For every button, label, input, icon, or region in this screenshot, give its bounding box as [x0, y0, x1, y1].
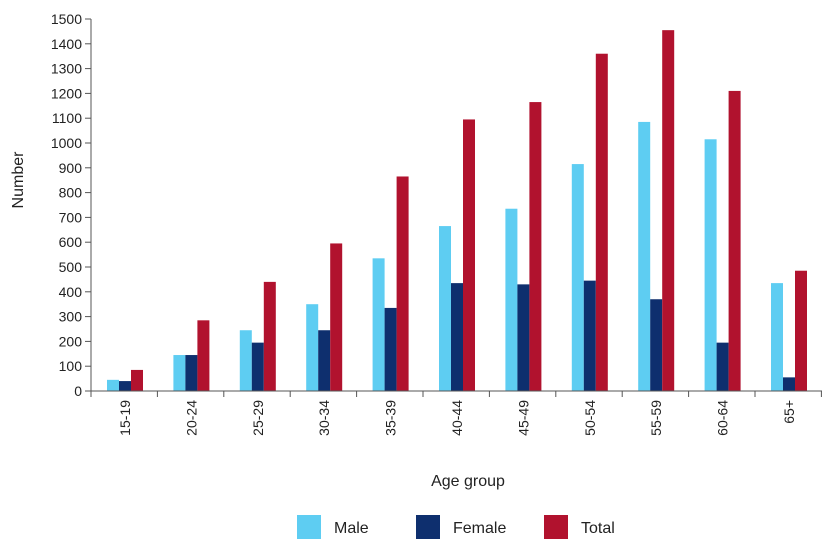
y-tick-label: 0: [74, 383, 82, 399]
y-tick-label: 800: [59, 185, 83, 201]
bar-female-15-19: [119, 381, 131, 391]
bar-male-25-29: [239, 330, 252, 391]
bar-total-25-29: [263, 281, 276, 391]
y-axis-title: Number: [10, 151, 27, 209]
bar-female-35-39: [384, 307, 397, 391]
x-tick-label: 60-64: [715, 400, 731, 436]
bar-female-40-44: [451, 283, 463, 391]
y-axis: 0 100 200 300 400 500 600 700 800 900 1000 1100 1200…: [51, 11, 92, 399]
bar-total-35-39: [396, 176, 409, 391]
legend-swatch-male: [297, 515, 321, 539]
y-tick-label: 400: [59, 284, 83, 300]
legend-label-total: Total: [581, 520, 615, 537]
x-tick-label: 65+: [781, 400, 797, 424]
bar-male-50-54: [571, 164, 584, 391]
bars: [107, 30, 807, 392]
bar-male-35-39: [372, 258, 385, 391]
x-tick-label: 25-29: [250, 400, 266, 436]
legend-label-female: Female: [453, 520, 506, 537]
x-tick-label: 40-44: [449, 400, 465, 436]
x-tick-label: 55-59: [648, 400, 664, 436]
bar-female-60-64: [716, 342, 729, 391]
y-tick-label: 600: [59, 234, 83, 250]
y-tick-label: 1300: [51, 61, 82, 77]
bar-female-25-29: [251, 342, 264, 391]
bar-male-65+: [771, 283, 783, 391]
bar-total-55-59: [662, 30, 675, 391]
x-tick-label: 15-19: [117, 400, 133, 436]
bar-female-50-54: [583, 280, 596, 391]
bar-total-60-64: [728, 90, 741, 392]
bar-female-45-49: [517, 284, 530, 391]
bar-total-65+: [795, 270, 807, 391]
bar-female-30-34: [318, 330, 331, 391]
bar-female-55-59: [650, 299, 663, 391]
y-tick-label: 1100: [52, 110, 82, 126]
bar-total-40-44: [463, 119, 475, 391]
y-tick-label: 700: [59, 209, 83, 225]
x-tick-label: 35-39: [383, 400, 399, 436]
x-axis-title: Age group: [431, 473, 505, 490]
x-tick-label: 45-49: [515, 400, 531, 436]
bar-total-30-34: [330, 243, 343, 391]
x-tick-label: 30-34: [316, 400, 332, 436]
bar-male-45-49: [505, 208, 518, 391]
y-tick-label: 1000: [51, 135, 82, 151]
legend: Male Female Total: [297, 515, 615, 539]
bar-female-20-24: [185, 355, 198, 391]
bar-total-50-54: [595, 53, 608, 391]
bar-female-65+: [783, 377, 795, 391]
y-tick-label: 1500: [51, 11, 82, 27]
y-tick-label: 200: [59, 333, 83, 349]
bar-male-20-24: [173, 355, 186, 391]
bar-male-30-34: [306, 304, 319, 391]
y-tick-label: 500: [59, 259, 83, 275]
y-tick-label: 100: [59, 358, 83, 374]
bar-total-20-24: [197, 320, 210, 391]
bar-male-15-19: [107, 379, 119, 391]
y-tick-label: 900: [59, 160, 83, 176]
legend-label-male: Male: [334, 520, 369, 537]
bar-total-15-19: [131, 369, 143, 391]
y-tick-label: 1400: [51, 36, 82, 52]
bar-male-40-44: [439, 226, 451, 391]
bar-male-55-59: [638, 121, 651, 392]
legend-swatch-total: [544, 515, 568, 539]
x-tick-label: 20-24: [183, 400, 199, 436]
x-axis: 15-19 20-24 25-29 30-34 35-39 40-44 45-49 50-54…: [90, 390, 822, 436]
legend-swatch-female: [416, 515, 440, 539]
bar-male-60-64: [704, 139, 717, 391]
x-tick-label: 50-54: [582, 400, 598, 436]
y-tick-label: 1200: [51, 85, 82, 101]
y-tick-label: 300: [59, 309, 83, 325]
bar-total-45-49: [529, 102, 542, 391]
